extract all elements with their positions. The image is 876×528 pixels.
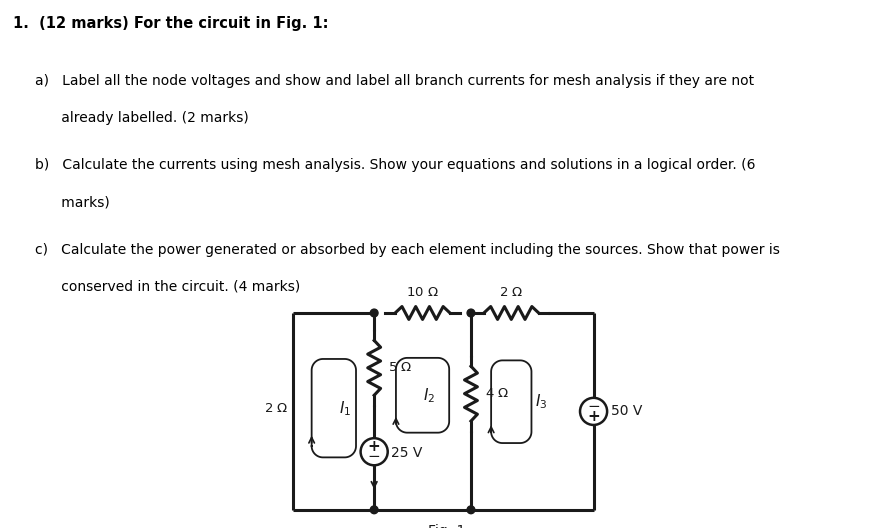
Text: 1.  (12 marks) For the circuit in Fig. 1:: 1. (12 marks) For the circuit in Fig. 1:	[13, 16, 328, 31]
Circle shape	[467, 309, 475, 317]
Text: 2 $\Omega$: 2 $\Omega$	[265, 402, 289, 414]
Text: 10 $\Omega$: 10 $\Omega$	[406, 286, 439, 299]
Text: $I_3$: $I_3$	[534, 392, 547, 411]
Circle shape	[371, 506, 378, 514]
Text: +: +	[587, 409, 600, 424]
Text: −: −	[368, 449, 380, 465]
Text: conserved in the circuit. (4 marks): conserved in the circuit. (4 marks)	[35, 280, 300, 294]
Text: 4 $\Omega$: 4 $\Omega$	[484, 387, 509, 400]
Text: −: −	[587, 399, 600, 414]
Circle shape	[371, 309, 378, 317]
Circle shape	[361, 438, 388, 465]
Text: marks): marks)	[35, 195, 110, 210]
Text: $I_2$: $I_2$	[422, 386, 434, 404]
Text: already labelled. (2 marks): already labelled. (2 marks)	[35, 111, 249, 125]
Text: $I_1$: $I_1$	[339, 399, 351, 418]
Text: Fig. 1: Fig. 1	[428, 524, 465, 528]
Text: b)   Calculate the currents using mesh analysis. Show your equations and solutio: b) Calculate the currents using mesh ana…	[35, 158, 755, 173]
Circle shape	[467, 506, 475, 514]
Text: c)   Calculate the power generated or absorbed by each element including the sou: c) Calculate the power generated or abso…	[35, 243, 780, 257]
Text: a)   Label all the node voltages and show and label all branch currents for mesh: a) Label all the node voltages and show …	[35, 74, 754, 88]
Circle shape	[580, 398, 607, 425]
Text: 5 $\Omega$: 5 $\Omega$	[388, 361, 412, 374]
Text: 25 V: 25 V	[391, 446, 422, 460]
Text: 50 V: 50 V	[611, 404, 643, 418]
Text: +: +	[368, 439, 380, 454]
Text: 2 $\Omega$: 2 $\Omega$	[499, 286, 524, 299]
